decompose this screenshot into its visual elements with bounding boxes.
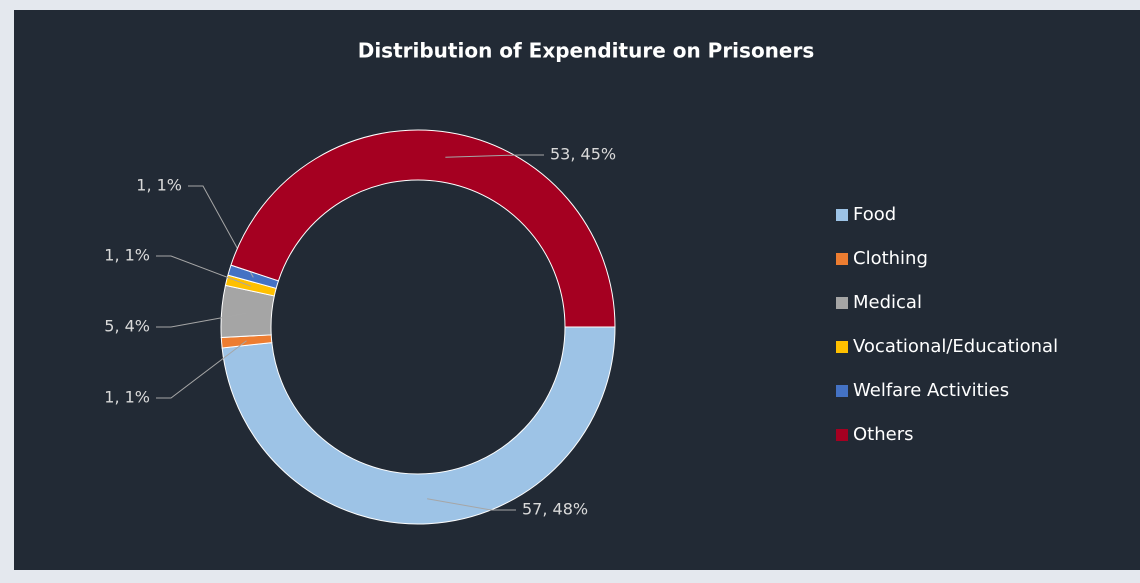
legend-label: Welfare Activities [853,380,1009,401]
leader-line [156,340,247,399]
leader-line [188,185,254,278]
data-label: 1, 1% [136,176,182,195]
chart-title: Distribution of Expenditure on Prisoners [358,39,815,63]
data-label: 1, 1% [104,388,150,407]
data-label: 5, 4% [104,317,150,336]
legend-swatch [836,429,848,441]
leader-line [156,255,252,287]
leader-line [445,154,544,158]
legend-swatch [836,297,848,309]
leader-line [156,312,247,328]
legend-swatch [836,253,848,265]
legend-label: Medical [853,292,922,313]
legend-swatch [836,385,848,397]
legend-swatch [836,341,848,353]
legend-label: Vocational/Educational [853,336,1058,357]
data-label: 53, 45% [550,145,616,164]
data-label: 1, 1% [104,246,150,265]
legend-label: Others [853,424,914,445]
leader-line [427,498,516,511]
donut-slice [221,326,616,525]
data-label: 57, 48% [522,500,588,519]
legend-label: Clothing [853,248,928,269]
legend-label: Food [853,204,896,225]
legend-swatch [836,209,848,221]
donut-slice [230,129,616,328]
